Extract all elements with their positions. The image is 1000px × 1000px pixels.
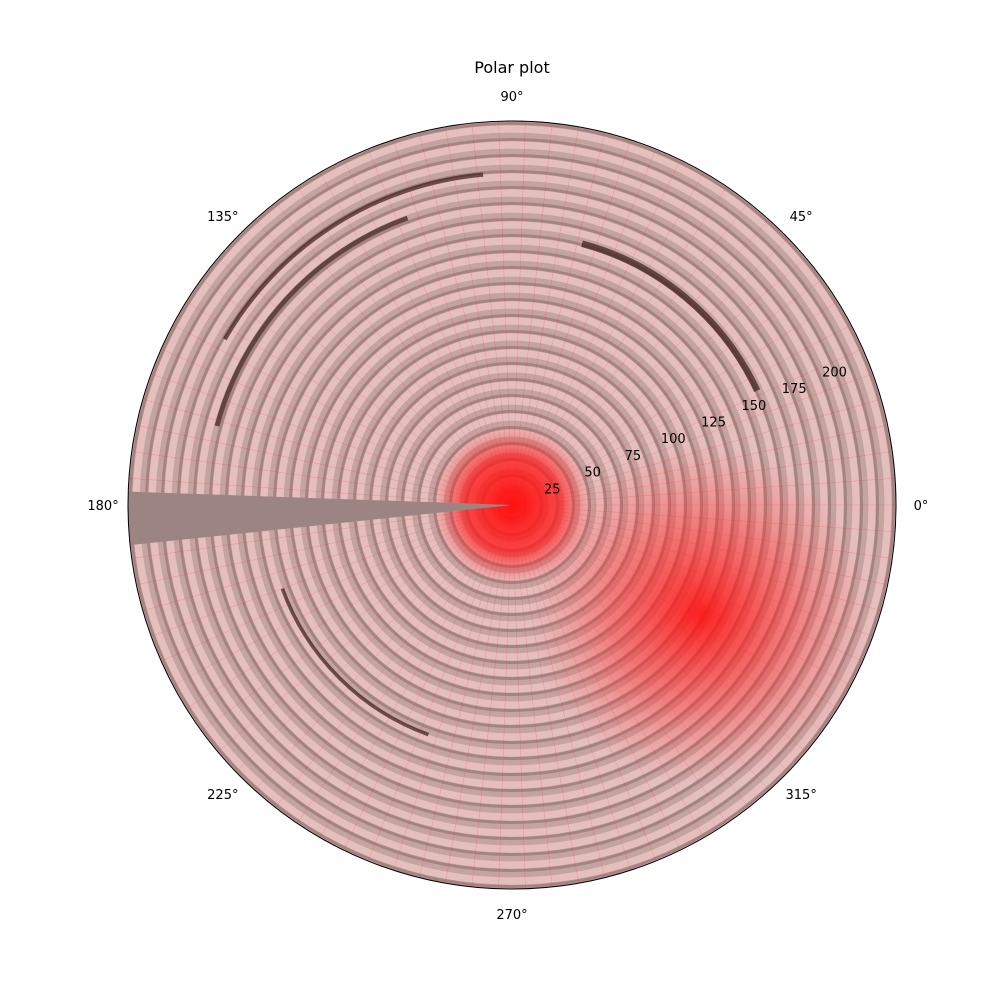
surface-ring-dark xyxy=(280,587,430,737)
theta-tick-label: 45° xyxy=(790,210,813,225)
r-tick-label: 100 xyxy=(661,432,686,447)
surface-ring-dark xyxy=(581,240,761,393)
polar-surface xyxy=(128,121,896,889)
theta-tick-label: 0° xyxy=(914,499,929,514)
r-tick-label: 150 xyxy=(741,399,766,414)
angular-gap-wedge xyxy=(128,491,512,546)
theta-tick-label: 135° xyxy=(207,210,238,225)
surface-ring-dark xyxy=(222,172,484,341)
theta-tick-label: 90° xyxy=(500,90,523,105)
theta-tick-labels: 0° 45° 90° 135° 180° 225° 270° 315° xyxy=(87,90,928,923)
r-tick-label: 175 xyxy=(782,382,807,397)
side-hotspot xyxy=(530,444,871,785)
r-tick-label: 25 xyxy=(544,482,561,497)
r-tick-label: 125 xyxy=(701,416,726,431)
theta-tick-label: 315° xyxy=(786,788,817,803)
r-tick-label: 50 xyxy=(584,466,601,481)
polar-outline xyxy=(127,120,897,890)
theta-tick-label: 270° xyxy=(496,908,527,923)
surface-ring-dark xyxy=(214,215,409,427)
r-tick-labels: 25 50 75 100 125 150 175 200 xyxy=(544,365,847,497)
theta-tick-label: 180° xyxy=(87,499,118,514)
r-tick-label: 200 xyxy=(822,365,847,380)
r-tick-label: 75 xyxy=(625,449,642,464)
theta-tick-label: 225° xyxy=(207,788,238,803)
chart-title: Polar plot xyxy=(474,58,549,77)
